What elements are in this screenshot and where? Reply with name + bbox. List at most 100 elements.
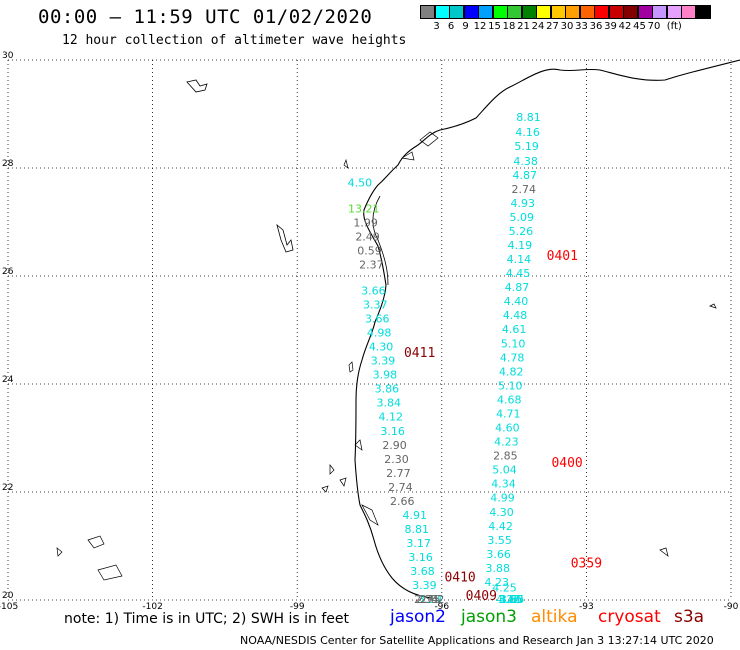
inland-lake (276, 223, 294, 253)
lon-tick-label: -96 (434, 602, 449, 612)
wave-height-value: 4.61 (502, 323, 527, 336)
inland-lake (348, 361, 354, 373)
wave-height-value: 3.17 (406, 537, 431, 550)
inland-lake (87, 535, 105, 549)
wave-height-value: 4.45 (506, 267, 531, 280)
wave-height-value: 4.40 (504, 295, 529, 308)
inland-lake (709, 303, 717, 309)
wave-height-value: 4.25 (492, 581, 517, 594)
lon-tick-label: -102 (142, 602, 162, 612)
wave-height-value: 3.39 (371, 355, 396, 368)
inland-lake (56, 547, 63, 557)
lon-tick-label: -93 (579, 602, 594, 612)
wave-height-value: 2.75 (416, 593, 441, 606)
wave-height-value: 4.99 (490, 492, 515, 505)
wave-height-value: 3.98 (373, 369, 398, 382)
wave-height-value: 3.66 (486, 548, 511, 561)
wave-height-value: 5.10 (501, 337, 526, 350)
inland-lake (186, 79, 208, 93)
coastline-bay (419, 131, 439, 147)
lat-tick-label: 28 (2, 159, 14, 169)
wave-height-value: 2.74 (511, 183, 536, 196)
legend-label: 42 (618, 21, 632, 32)
axis-labels: -105 -102 -99 -96 -93 -90 20 22 24 26 28 30 (0, 51, 739, 612)
wave-height-value: 4.82 (499, 365, 524, 378)
map-title: 00:00 – 11:59 UTC 01/02/2020 (38, 6, 373, 28)
wave-height-value: 4.50 (348, 176, 373, 189)
inland-lake (659, 547, 669, 557)
legend-label: 6 (447, 21, 455, 32)
inland-lake (354, 439, 363, 451)
pass-time-label: 0410 (444, 571, 475, 586)
legend-label: 70 (647, 21, 661, 32)
wave-height-value: 4.25 (496, 593, 521, 606)
wave-height-value: 2.62 (420, 593, 445, 606)
wave-height-value: 13.21 (348, 202, 380, 215)
coastline-bay (361, 504, 379, 526)
lat-tick-label: 22 (2, 483, 13, 493)
wave-height-value: 1.99 (353, 216, 378, 229)
wave-height-value: 3.16 (380, 425, 405, 438)
coastline-bay (401, 151, 415, 161)
wave-height-value: 2.34 (414, 593, 439, 606)
legend-label: (ft) (666, 21, 682, 32)
wave-height-value: 2.90 (382, 439, 407, 452)
coastline (56, 59, 740, 599)
wave-height-value: 3.39 (412, 579, 437, 592)
pass-time-label: 0359 (571, 557, 602, 572)
pass-time-label: 0401 (547, 249, 578, 264)
wave-height-value: 2.77 (386, 467, 411, 480)
color-legend: 3 6 9 12 15 18 21 24 27 30 33 36 39 42 45 70 (ft) (420, 5, 730, 37)
wave-height-value: 4.91 (403, 509, 428, 522)
wave-height-value: 3.80 (499, 593, 524, 606)
wave-height-value: 4.19 (508, 239, 533, 252)
pass-time-labels: 0401 0411 0400 0359 0410 0409 (404, 249, 602, 604)
legend-swatch (695, 5, 711, 19)
legend-label: 45 (633, 21, 646, 32)
legend-label: 21 (517, 21, 530, 32)
inland-lake (343, 158, 349, 169)
wave-height-value: 4.68 (497, 393, 522, 406)
satellite-altika: altika (531, 607, 578, 627)
wave-height-value: 3.16 (408, 551, 433, 564)
wave-height-value: 5.26 (509, 225, 534, 238)
wave-height-value: 4.30 (369, 341, 394, 354)
inland-lake (97, 564, 123, 581)
satellite-cryosat: cryosat (598, 607, 661, 627)
wave-height-value: 4.60 (495, 422, 520, 435)
wave-height-value: 5.10 (498, 379, 523, 392)
lat-tick-label: 20 (2, 591, 14, 601)
satellite-jason3: jason3 (461, 607, 517, 627)
legend-label: 18 (502, 21, 516, 32)
legend-label: 3 (433, 21, 440, 32)
pass-time-label: 0409 (466, 589, 497, 604)
wave-height-value: 4.30 (489, 506, 514, 519)
wave-height-value: 5.09 (510, 211, 535, 224)
wave-height-value: 3.84 (377, 397, 402, 410)
note-text: note: 1) Time is in UTC; 2) SWH is in fe… (64, 611, 350, 627)
wave-height-value: 5.19 (514, 140, 539, 153)
wave-height-value: 4.23 (484, 576, 509, 589)
wave-height-value: 4.34 (491, 478, 516, 491)
legend-label: 39 (604, 21, 617, 32)
inland-lake (329, 464, 335, 475)
wave-height-value: 4.87 (512, 169, 537, 182)
wave-height-value: 3.14 (418, 593, 443, 606)
inland-lake (321, 485, 329, 493)
wave-height-value: 4.98 (367, 326, 392, 339)
wave-height-value: 2.85 (493, 450, 518, 463)
satellite-jason2: jason2 (390, 607, 446, 627)
wave-height-value: 3.65 (498, 593, 523, 606)
wave-height-value: 4.87 (505, 281, 530, 294)
wave-height-value: 4.12 (378, 411, 403, 424)
wave-height-value: 4.93 (511, 197, 536, 210)
legend-label: 33 (575, 21, 588, 32)
wave-height-value: 2.66 (390, 495, 415, 508)
wave-height-value: 4.71 (496, 407, 521, 420)
legend-label: 24 (531, 21, 545, 32)
wave-height-value: 3.65 (500, 593, 525, 606)
wave-height-value: 4.16 (515, 126, 540, 139)
wave-height-value: 4.48 (503, 309, 528, 322)
legend-label: 30 (560, 21, 574, 32)
wave-height-value: 3.68 (410, 565, 435, 578)
